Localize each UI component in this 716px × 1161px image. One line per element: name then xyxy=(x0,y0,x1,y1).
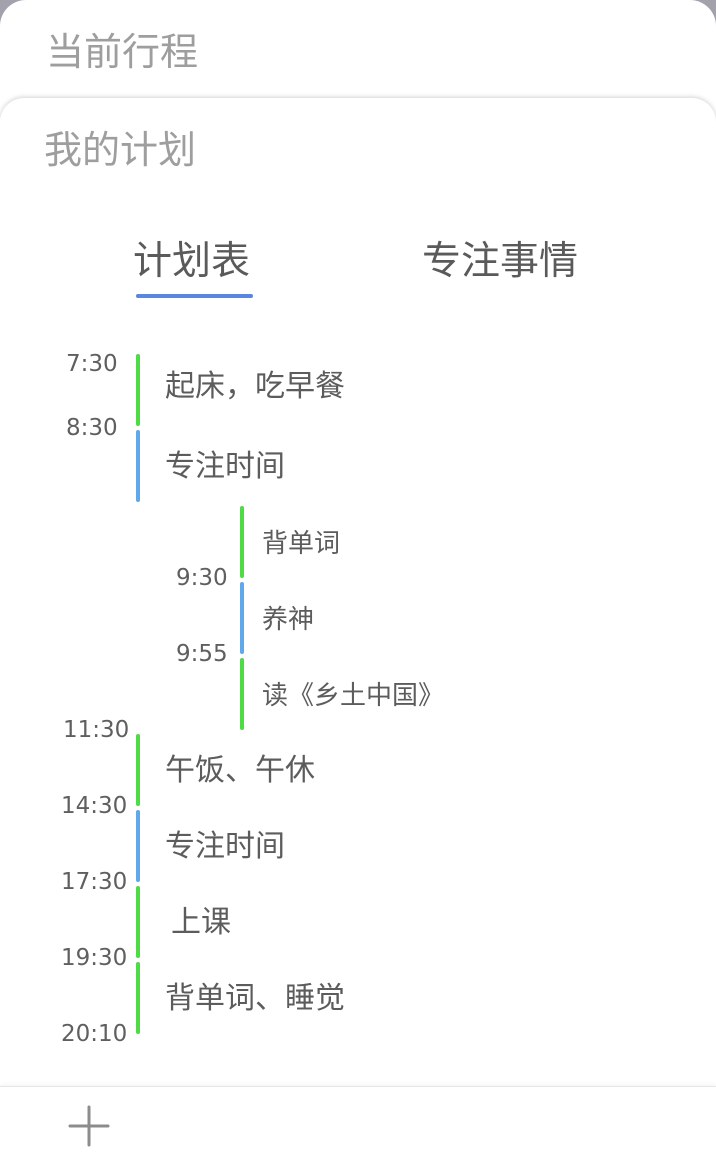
schedule-item-bar xyxy=(136,734,140,806)
my-plan-title: 我的计划 xyxy=(44,128,197,172)
time-label: 9:30 xyxy=(176,565,228,591)
time-label: 17:30 xyxy=(61,869,128,895)
sub-item-label[interactable]: 养神 xyxy=(262,605,315,635)
schedule-item-label[interactable]: 午饭、午休 xyxy=(165,753,315,788)
sub-item-bar xyxy=(240,582,244,654)
time-label: 19:30 xyxy=(61,945,128,971)
add-plan-button[interactable] xyxy=(66,1103,112,1149)
time-label: 14:30 xyxy=(61,793,128,819)
sub-item-label[interactable]: 背单词 xyxy=(262,529,341,559)
time-label: 7:30 xyxy=(66,351,118,377)
my-plan-card: 我的计划 计划表 专注事情 xyxy=(0,98,716,1160)
tab-schedule[interactable]: 计划表 xyxy=(133,239,251,284)
time-label: 9:55 xyxy=(176,641,228,667)
schedule-item-label[interactable]: 专注时间 xyxy=(165,829,285,864)
time-label: 11:30 xyxy=(63,717,130,743)
schedule-item-bar xyxy=(136,962,140,1034)
bottom-toolbar xyxy=(0,1086,716,1161)
schedule-item-label[interactable]: 起床，吃早餐 xyxy=(165,369,345,404)
schedule-item-bar xyxy=(136,810,140,882)
active-tab-indicator xyxy=(136,294,253,298)
schedule-item-bar xyxy=(136,354,140,426)
sub-item-bar xyxy=(240,658,244,730)
schedule-item-label[interactable]: 背单词、睡觉 xyxy=(165,981,345,1016)
plus-icon xyxy=(68,1105,110,1147)
schedule-item-bar xyxy=(136,886,140,958)
current-trip-title: 当前行程 xyxy=(46,30,199,74)
time-label: 20:10 xyxy=(61,1021,128,1047)
schedule-item-label[interactable]: 专注时间 xyxy=(165,449,285,484)
sub-item-bar xyxy=(240,506,244,578)
schedule-item-bar xyxy=(136,430,140,502)
tab-focus-items[interactable]: 专注事情 xyxy=(422,239,579,284)
time-label: 8:30 xyxy=(66,415,118,441)
sub-item-label[interactable]: 读《乡土中国》 xyxy=(262,681,445,711)
schedule-item-label[interactable]: 上课 xyxy=(171,905,231,940)
